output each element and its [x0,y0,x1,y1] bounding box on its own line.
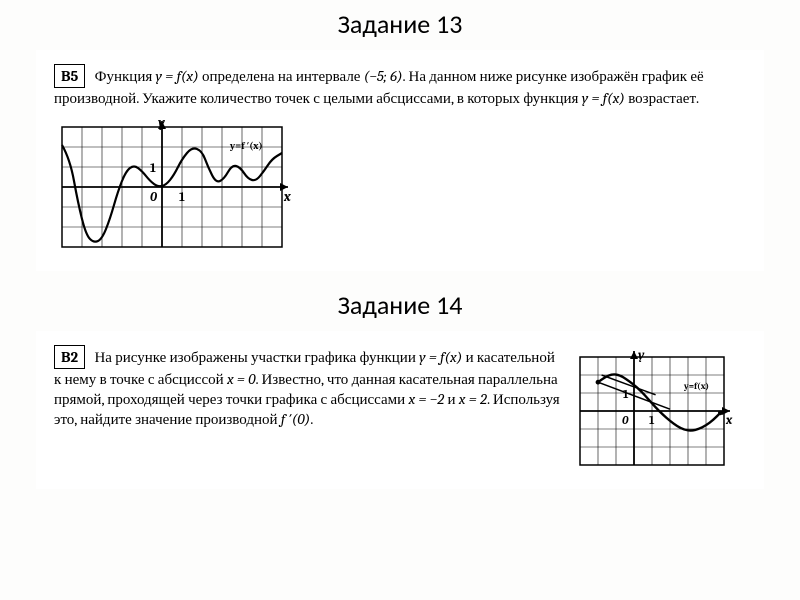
task-title-1: Задание 13 [0,0,800,46]
svg-text:y: y [157,119,165,131]
problem-1: B5 Функция y = f(x) определена на интерв… [36,50,764,271]
svg-text:1: 1 [623,387,629,401]
problem-2-text: На рисунке изображены участки графика фу… [54,348,560,429]
svg-text:x: x [725,413,733,428]
svg-text:y=f ′(x): y=f ′(x) [229,140,263,152]
svg-text:y: y [637,349,645,363]
problem-2: 0 1 1 y x y=f(x) B2 На рисунке изображены уча… [36,331,764,489]
problem-1-chart: 0 1 1 y x y=f ′(x) [54,119,746,259]
svg-text:x: x [283,188,291,205]
problem-1-label: B5 [54,64,85,88]
svg-text:y=f(x): y=f(x) [683,381,709,392]
problem-1-text: Функция y = f(x) определена на интервале… [54,67,704,107]
svg-text:1: 1 [150,161,156,176]
svg-text:1: 1 [649,413,655,427]
svg-text:1: 1 [179,190,185,205]
problem-2-chart: 0 1 1 y x y=f(x) [572,349,746,477]
problem-2-label: B2 [54,345,85,369]
task-title-2: Задание 14 [0,281,800,327]
svg-text:0: 0 [622,413,629,427]
svg-text:0: 0 [150,190,157,205]
